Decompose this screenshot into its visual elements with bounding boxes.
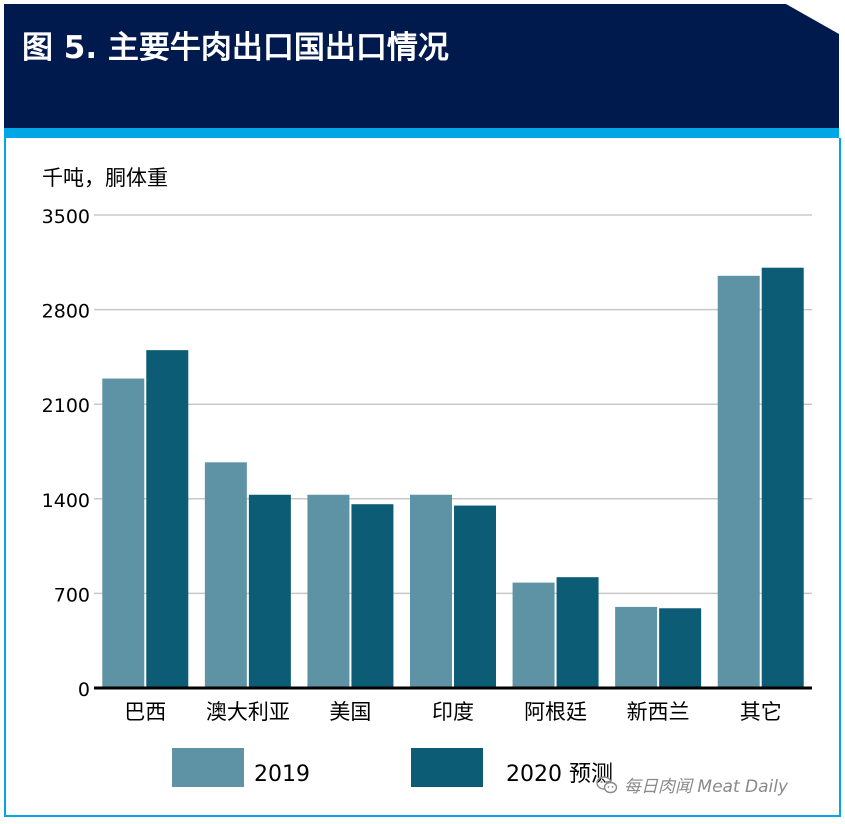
y-tick-label: 0 [78, 679, 90, 701]
legend-swatch [172, 748, 244, 787]
page-title: 图 5. 主要牛肉出口国出口情况 [22, 30, 449, 66]
bar-2019-1 [204, 462, 247, 688]
y-tick-label: 700 [54, 584, 90, 606]
watermark-text: 每日肉闻 Meat Daily [624, 777, 789, 797]
bar-2019-6 [717, 275, 760, 688]
bar-2019-4 [512, 582, 555, 688]
bar-2019-0 [102, 378, 145, 688]
y-tick-label: 1400 [42, 490, 90, 512]
y-axis-label: 千吨，胴体重 [42, 166, 168, 190]
bar-2020-预测-6 [761, 267, 804, 688]
y-tick-label: 2100 [42, 395, 90, 417]
legend-swatch [411, 748, 483, 787]
wechat-icon [596, 775, 618, 793]
x-tick-label: 巴西 [124, 700, 166, 724]
bar-2019-3 [410, 494, 452, 688]
gridlines [94, 214, 812, 595]
bar-2019-5 [615, 606, 658, 688]
accent-bar [4, 128, 839, 138]
bar-2020-预测-4 [556, 577, 599, 688]
x-tick-label: 其它 [740, 700, 782, 724]
x-tick-label: 印度 [432, 700, 474, 724]
bar-2020-预测-3 [454, 505, 496, 688]
header-banner [4, 4, 839, 128]
bar-2020-预测-2 [351, 504, 394, 688]
bars [102, 267, 804, 688]
x-tick-label: 澳大利亚 [206, 700, 290, 724]
x-tick-label: 阿根廷 [524, 700, 587, 724]
x-tick-label: 新西兰 [627, 700, 690, 724]
watermark: 每日肉闻 Meat Daily [596, 772, 788, 797]
x-tick-labels: 巴西 澳大利亚 美国 印度 阿根廷 新西兰 其它 [124, 700, 781, 724]
y-tick-label: 2800 [42, 301, 90, 323]
y-tick-label: 3500 [42, 206, 90, 228]
y-tick-labels: 0 700 1400 2100 2800 3500 [42, 206, 90, 701]
bar-2020-预测-5 [659, 608, 702, 688]
bar-2019-2 [307, 494, 350, 688]
legend: 2019 2020 预测 [172, 748, 613, 787]
bar-2020-预测-1 [248, 494, 291, 688]
bar-2020-预测-0 [146, 350, 189, 688]
legend-label: 2019 [254, 762, 310, 787]
x-tick-label: 美国 [329, 700, 371, 724]
legend-label: 2020 预测 [506, 762, 613, 787]
